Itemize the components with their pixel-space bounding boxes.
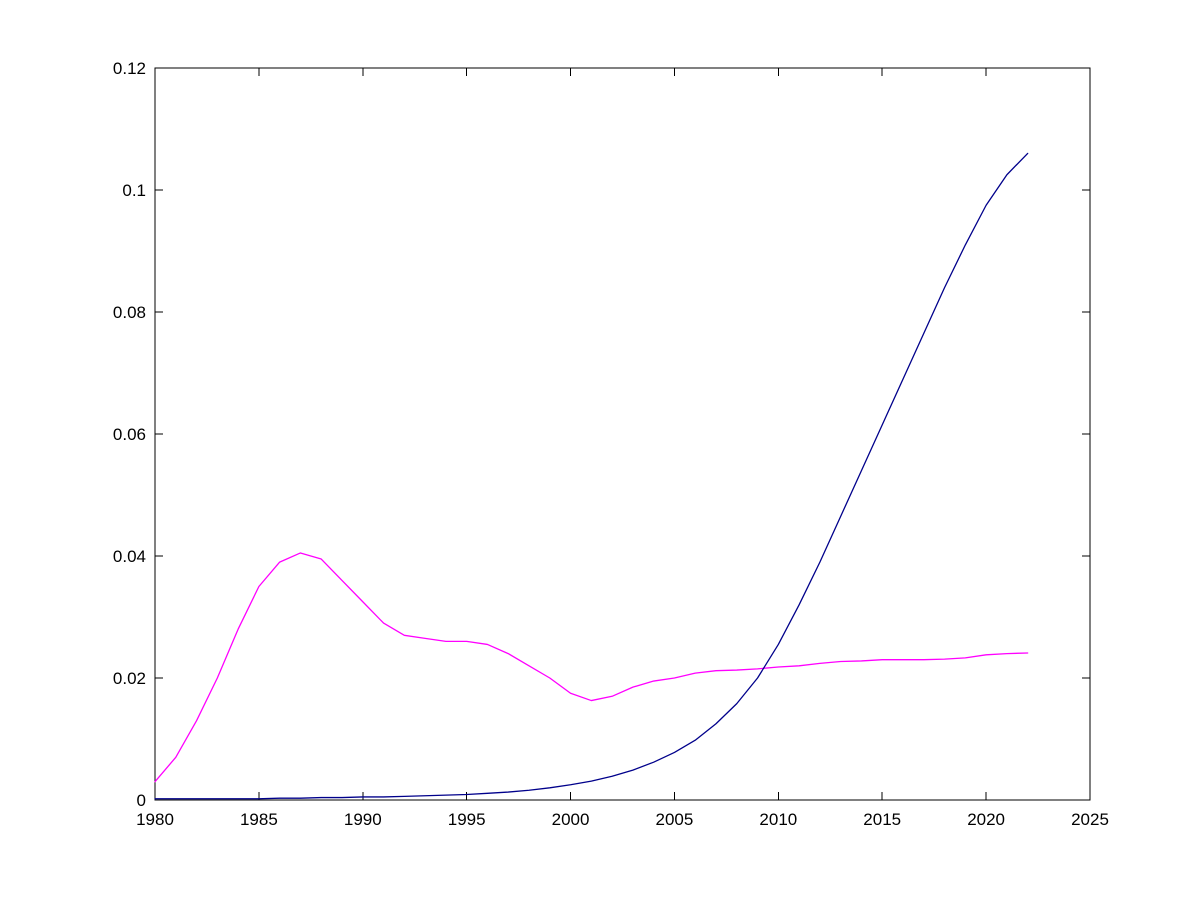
x-tick-label: 1985 [240, 810, 278, 829]
y-tick-label: 0.04 [113, 547, 146, 566]
dark-blue-line [154, 152, 1029, 800]
y-tick-label: 0.08 [113, 303, 146, 322]
x-tick-label: 1995 [448, 810, 486, 829]
y-tick-label: 0.02 [113, 669, 146, 688]
x-tick-label: 2000 [552, 810, 590, 829]
x-tick-label: 2020 [967, 810, 1005, 829]
x-tick-label: 1990 [344, 810, 382, 829]
x-tick-label: 2025 [1071, 810, 1109, 829]
y-tick-label: 0.12 [113, 59, 146, 78]
x-tick-label: 1980 [136, 810, 174, 829]
y-tick-label: 0.1 [122, 181, 146, 200]
plot-box [154, 67, 1091, 801]
x-tick-label: 2005 [656, 810, 694, 829]
y-tick-label: 0 [137, 791, 146, 810]
x-tick-label: 2015 [863, 810, 901, 829]
y-tick-label: 0.06 [113, 425, 146, 444]
magenta-line [154, 552, 1029, 783]
x-tick-label: 2010 [759, 810, 797, 829]
